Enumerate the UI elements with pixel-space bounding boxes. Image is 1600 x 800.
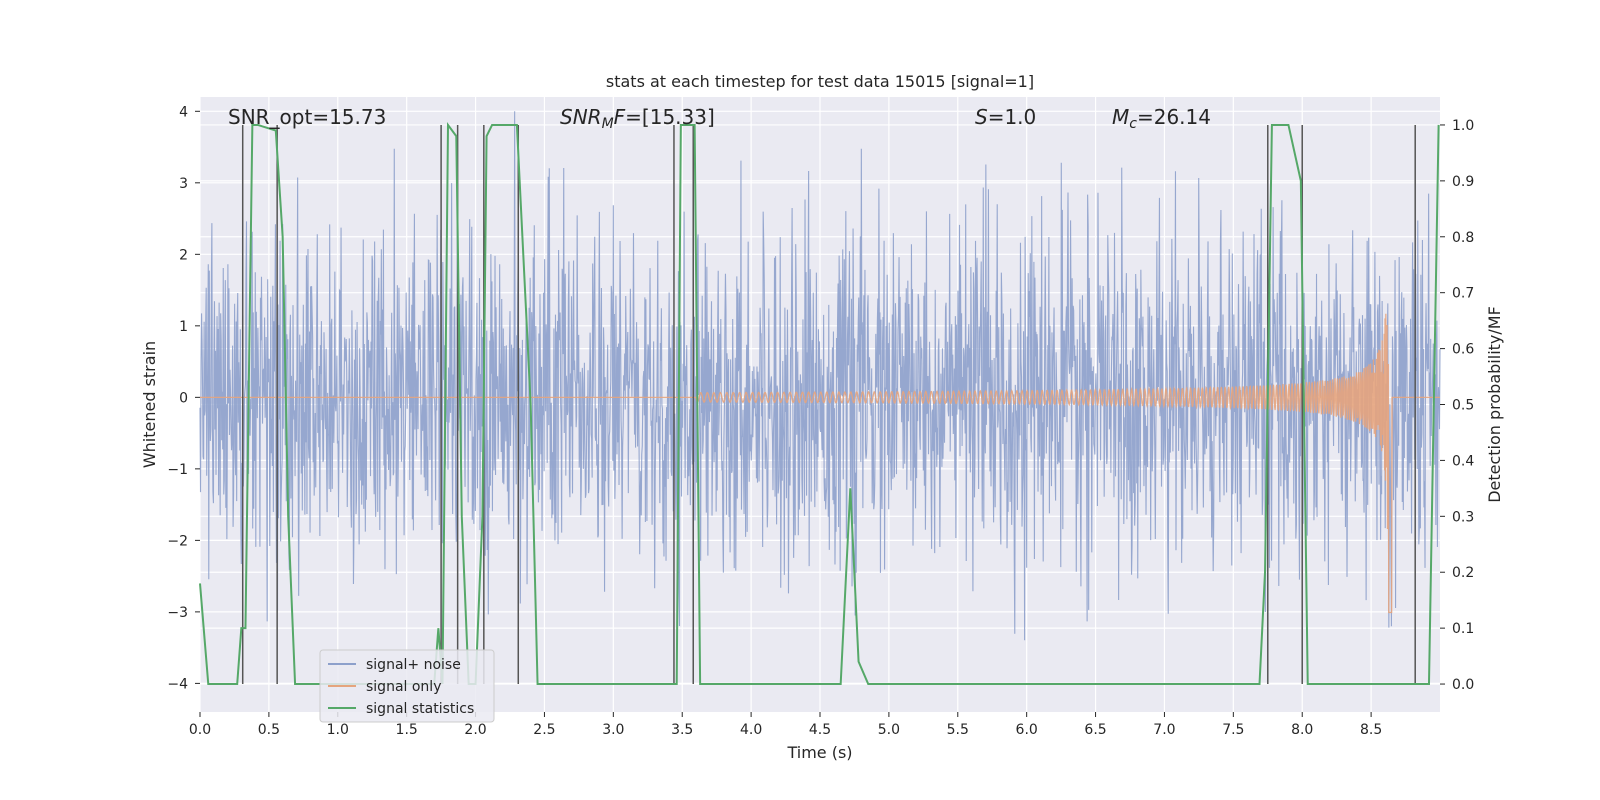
y-right-tick-label: 0.9 <box>1452 174 1474 190</box>
y-left-tick-label: −4 <box>167 676 188 692</box>
y-axis-right-ticks: 0.0 0.1 0.2 0.3 0.4 0.5 0.6 0.7 0.8 0.9 1.0 <box>1440 118 1474 693</box>
legend-box <box>319 649 495 723</box>
x-tick-label: 2.5 <box>533 722 555 738</box>
x-tick-label: 5.5 <box>947 722 969 738</box>
x-tick-label: 0.0 <box>189 722 211 738</box>
annotation-s-symbol: S <box>975 105 988 129</box>
y-right-tick-label: 0.6 <box>1452 342 1474 358</box>
signal-only-line <box>200 313 1440 614</box>
annotation-mc: Mc=26.14 <box>1112 105 1211 132</box>
annotation-mc-symbol: M <box>1112 105 1129 129</box>
y-right-tick-label: 0.7 <box>1452 286 1474 302</box>
y-right-tick-label: 0.4 <box>1452 453 1474 469</box>
x-tick-label: 6.5 <box>1084 722 1106 738</box>
annotation-snr-mf-value: [15.33] <box>642 105 715 129</box>
x-tick-label: 3.5 <box>671 722 693 738</box>
annotation-snr-opt: SNR_opt=15.73 <box>228 105 386 129</box>
y-axis-left-label: Whitened strain <box>140 341 159 468</box>
y-left-tick-label: −2 <box>167 533 188 549</box>
x-tick-label: 0.5 <box>258 722 280 738</box>
x-tick-label: 2.0 <box>464 722 486 738</box>
x-tick-label: 1.5 <box>396 722 418 738</box>
series-signal-only <box>200 313 1440 614</box>
y-right-tick-label: 0.8 <box>1452 230 1474 246</box>
annotation-snr-mf-tail: F= <box>614 105 642 129</box>
y-axis-right-label: Detection probability/MF <box>1485 306 1504 503</box>
annotation-s: S=1.0 <box>975 105 1036 129</box>
y-right-tick-label: 0.0 <box>1452 677 1474 693</box>
y-right-tick-label: 0.5 <box>1452 398 1474 414</box>
x-tick-label: 3.0 <box>602 722 624 738</box>
x-tick-label: 8.0 <box>1291 722 1313 738</box>
x-tick-label: 1.0 <box>327 722 349 738</box>
x-tick-label: 5.0 <box>878 722 900 738</box>
x-axis-ticks: 0.0 0.5 1.0 1.5 2.0 2.5 3.0 3.5 4.0 4.5 5.0 5.5 6.0 6… <box>189 712 1382 738</box>
x-tick-label: 6.0 <box>1016 722 1038 738</box>
y-left-tick-label: 1 <box>179 319 188 335</box>
y-left-tick-label: 4 <box>179 104 188 120</box>
legend: signal+ noise signal only signal statist… <box>319 649 495 723</box>
y-axis-left-ticks: −4 −3 −2 −1 0 1 2 3 4 <box>167 104 200 692</box>
series-signal-noise <box>199 111 1441 641</box>
legend-label-signal-statistics: signal statistics <box>366 701 474 717</box>
annotation-snr-mf-subscript: M <box>602 116 614 132</box>
series-signal-statistics <box>199 121 1440 686</box>
y-left-tick-label: 2 <box>179 247 188 263</box>
x-tick-label: 8.5 <box>1360 722 1382 738</box>
y-left-tick-label: −1 <box>167 462 188 478</box>
x-tick-label: 7.0 <box>1153 722 1175 738</box>
annotation-snr-mf-symbol: SNR <box>560 105 602 129</box>
y-right-tick-label: 0.1 <box>1452 621 1474 637</box>
legend-label-signal-noise: signal+ noise <box>366 657 461 673</box>
x-tick-label: 7.5 <box>1222 722 1244 738</box>
annotation-s-value: =1.0 <box>988 105 1037 129</box>
y-right-tick-label: 0.3 <box>1452 509 1474 525</box>
chart-title: stats at each timestep for test data 150… <box>606 72 1034 91</box>
y-right-tick-label: 0.2 <box>1452 565 1474 581</box>
x-axis-label: Time (s) <box>786 743 852 762</box>
y-right-tick-label: 1.0 <box>1452 118 1474 134</box>
y-left-tick-label: −3 <box>167 605 188 621</box>
y-left-tick-label: 0 <box>179 390 188 406</box>
annotation-snr-mf: SNRMF=[15.33] <box>560 105 715 132</box>
x-tick-label: 4.5 <box>809 722 831 738</box>
annotation-mc-subscript: c <box>1129 116 1137 132</box>
signal-noise-line <box>199 111 1441 641</box>
annotation-mc-value: =26.14 <box>1137 105 1211 129</box>
y-left-tick-label: 3 <box>179 176 188 192</box>
signal-statistics-line <box>199 121 1440 686</box>
x-tick-label: 4.0 <box>740 722 762 738</box>
legend-label-signal-only: signal only <box>366 679 441 695</box>
